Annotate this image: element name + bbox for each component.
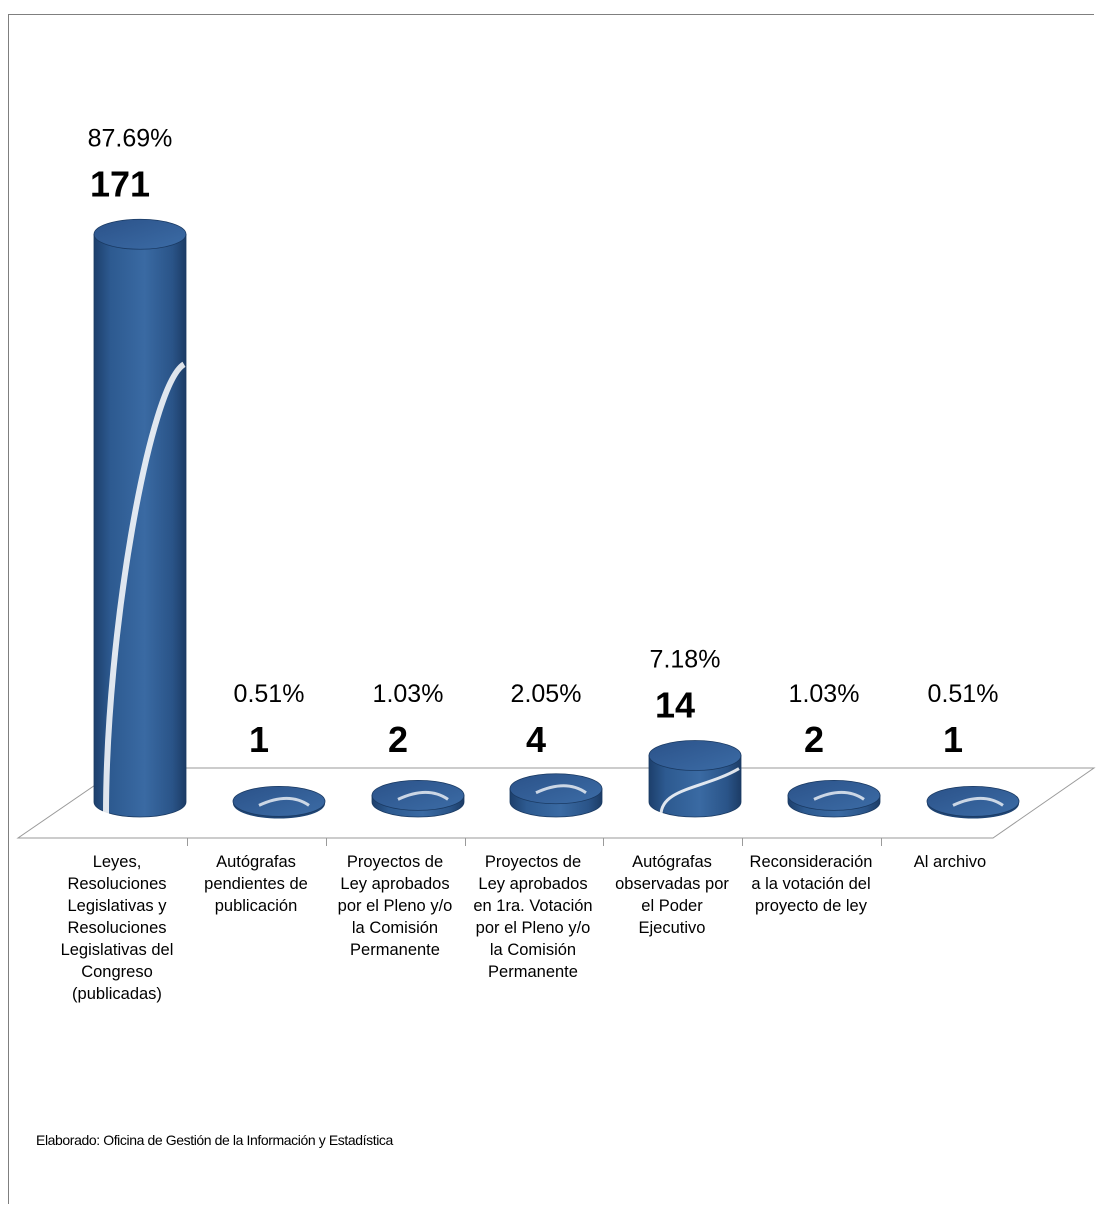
category-label: Proyectos de Ley aprobados por el Pleno … [337, 853, 453, 959]
percent-label: 0.51% [928, 680, 999, 708]
bar-cylinder [648, 740, 742, 818]
category-label: Proyectos de Ley aprobados en 1ra. Votac… [473, 853, 593, 981]
percent-label: 87.69% [88, 124, 173, 152]
value-label: 2 [804, 719, 824, 760]
footnote: Elaborado: Oficina de Gestión de la Info… [36, 1132, 393, 1148]
bar-cylinder [926, 786, 1020, 819]
category-label: Leyes, Resoluciones Legislativas y Resol… [60, 853, 174, 1003]
category-label: Autógrafas observadas por el Poder Ejecu… [615, 853, 729, 937]
bar-cylinder [371, 779, 465, 818]
chart-frame [8, 14, 1094, 1204]
category-label: Al archivo [913, 853, 987, 871]
category-label: Reconsideración a la votación del proyec… [749, 853, 873, 915]
category-label: Autógrafas pendientes de publicación [204, 853, 308, 915]
value-label: 171 [90, 163, 150, 204]
percent-label: 2.05% [511, 680, 582, 708]
value-label: 1 [943, 719, 963, 760]
value-label: 2 [388, 719, 408, 760]
percent-label: 1.03% [373, 680, 444, 708]
percent-label: 1.03% [789, 680, 860, 708]
bar-cylinder [787, 779, 881, 818]
bar-cylinder [93, 218, 187, 818]
bar-cylinder [232, 786, 326, 819]
bar-cylinder [509, 773, 603, 818]
percent-label: 0.51% [234, 680, 305, 708]
percent-label: 7.18% [650, 646, 721, 674]
value-label: 14 [655, 685, 695, 726]
value-label: 4 [526, 719, 546, 760]
value-label: 1 [249, 719, 269, 760]
